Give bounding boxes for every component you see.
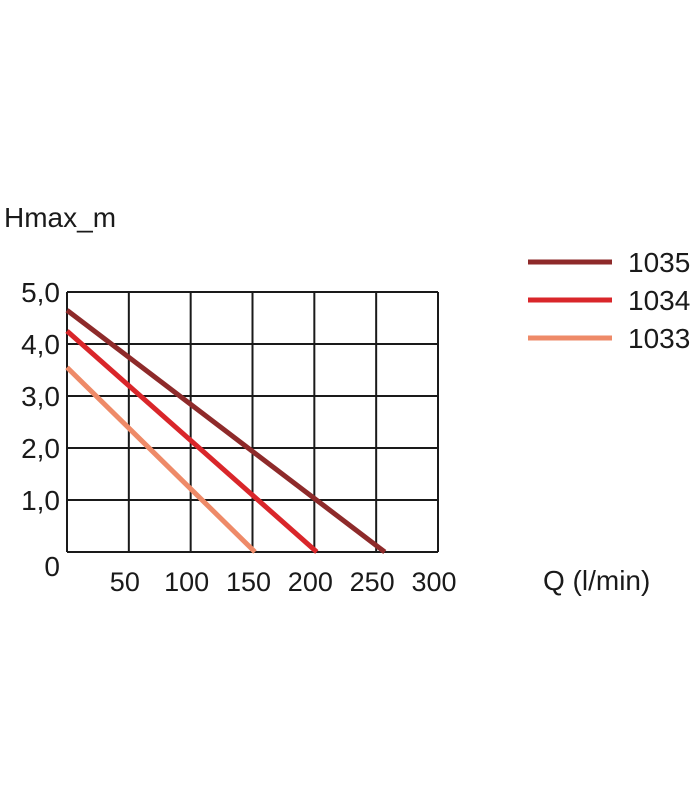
legend-label-1035: 1035 [628, 247, 690, 278]
x-tick-labels: 50 100 150 200 250 300 [110, 567, 457, 597]
y-axis-label: Hmax_m [4, 202, 116, 233]
y-tick-label: 0 [44, 551, 60, 582]
chart-grid [66, 291, 439, 553]
series-layer [65, 308, 387, 554]
y-tick-label: 1,0 [21, 485, 60, 516]
series-line-1035 [65, 308, 387, 554]
series-line-1034 [65, 329, 319, 554]
x-tick-label: 100 [164, 567, 209, 597]
series-line-1033 [65, 365, 257, 554]
x-axis-label: Q (l/min) [543, 565, 650, 596]
legend-label-1033: 1033 [628, 323, 690, 354]
y-tick-label: 2,0 [21, 433, 60, 464]
y-tick-label: 4,0 [21, 329, 60, 360]
y-tick-label: 3,0 [21, 381, 60, 412]
x-tick-label: 300 [411, 567, 456, 597]
x-tick-label: 150 [226, 567, 271, 597]
y-tick-label: 5,0 [21, 277, 60, 308]
legend: 1035 1034 1033 [528, 247, 690, 354]
x-tick-label: 250 [350, 567, 395, 597]
y-tick-labels: 0 1,0 2,0 3,0 4,0 5,0 [21, 277, 60, 582]
legend-label-1034: 1034 [628, 285, 690, 316]
x-tick-label: 50 [110, 567, 140, 597]
x-tick-label: 200 [288, 567, 333, 597]
